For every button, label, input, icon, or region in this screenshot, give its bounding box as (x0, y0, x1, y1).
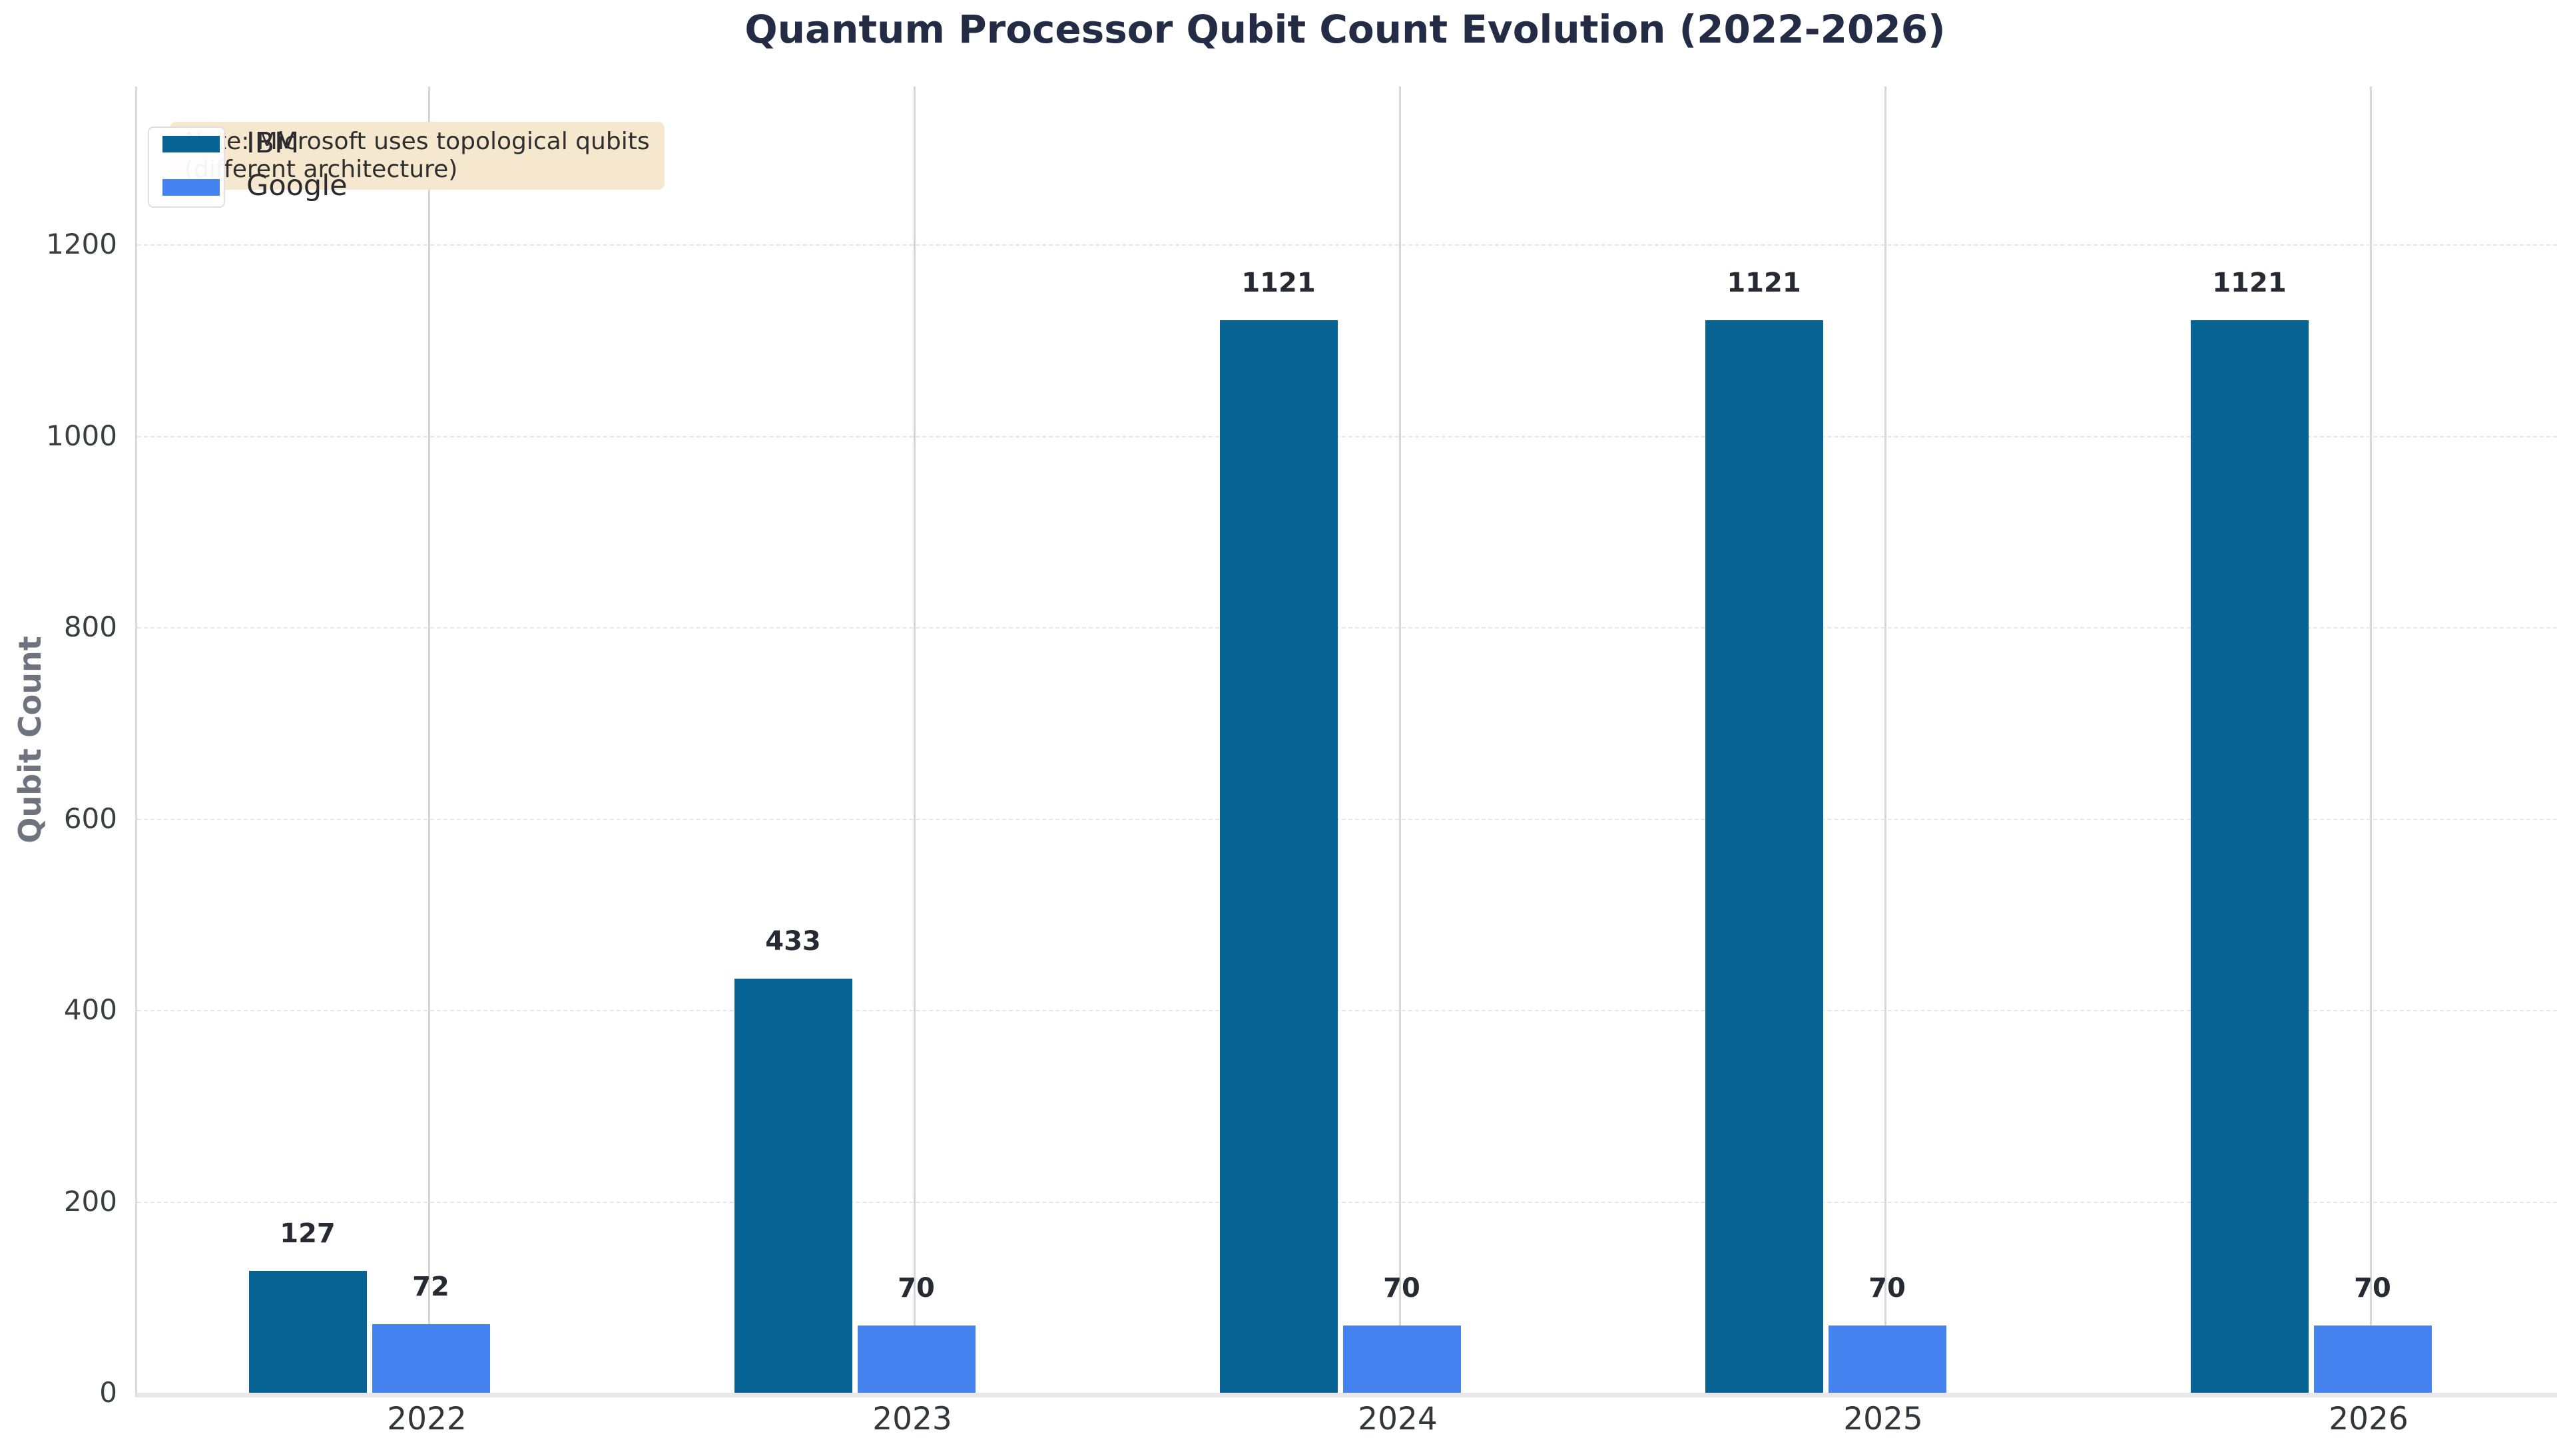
bar-value-google-2022: 72 (412, 1271, 449, 1302)
plot-area: 127 433 1121 1121 1121 72 70 70 70 70 (135, 87, 2557, 1397)
annotation-note: Note: Microsoft uses topological qubits … (170, 122, 665, 190)
bar-value-ibm-2023: 433 (765, 925, 821, 957)
y-tick-1200: 1200 (46, 228, 117, 261)
legend-swatch-ibm (162, 136, 220, 152)
bar-value-ibm-2026: 1121 (2212, 267, 2287, 298)
v-gridline-2024 (1399, 87, 1401, 1393)
bar-value-google-2024: 70 (1383, 1273, 1420, 1304)
bar-value-ibm-2022: 127 (280, 1218, 336, 1250)
bar-google-2026 (2314, 1326, 2432, 1393)
bar-ibm-2023 (734, 978, 852, 1393)
h-gridline-400 (137, 1010, 2557, 1012)
h-gridline-200 (137, 1201, 2557, 1203)
bar-ibm-2026 (2191, 320, 2309, 1393)
h-gridline-1200 (137, 244, 2557, 246)
v-gridline-2022 (428, 87, 430, 1393)
v-gridline-2023 (914, 87, 916, 1393)
y-tick-600: 600 (63, 802, 117, 835)
annotation-line-1: Note: Microsoft uses topological qubits (184, 128, 650, 155)
bar-value-ibm-2025: 1121 (1727, 267, 1801, 298)
annotation-line-2: (different architecture) (184, 156, 458, 183)
legend-label-google: Google (246, 169, 348, 202)
bar-ibm-2024 (1220, 320, 1338, 1393)
v-gridline-2026 (2370, 87, 2372, 1393)
legend: IBM Google (148, 126, 348, 208)
bar-ibm-2025 (1705, 320, 1823, 1393)
bar-google-2022 (372, 1324, 490, 1393)
bar-google-2024 (1343, 1326, 1461, 1393)
y-tick-1000: 1000 (46, 419, 117, 452)
bar-value-google-2025: 70 (1868, 1273, 1906, 1304)
bar-value-google-2026: 70 (2354, 1273, 2391, 1304)
chart-title: Quantum Processor Qubit Count Evolution … (744, 7, 1946, 52)
x-tick-2023: 2023 (872, 1401, 952, 1437)
bar-ibm-2022 (249, 1271, 367, 1393)
h-gridline-1000 (137, 435, 2557, 437)
x-tick-2026: 2026 (2329, 1401, 2409, 1437)
y-tick-800: 800 (63, 610, 117, 644)
y-tick-400: 400 (63, 993, 117, 1027)
h-gridline-600 (137, 818, 2557, 820)
h-gridline-800 (137, 627, 2557, 629)
bar-value-ibm-2024: 1121 (1241, 267, 1316, 298)
y-tick-0: 0 (99, 1376, 117, 1409)
x-tick-2025: 2025 (1843, 1401, 1923, 1437)
v-gridline-2025 (1884, 87, 1886, 1393)
bar-google-2025 (1829, 1326, 1946, 1393)
bar-value-google-2023: 70 (898, 1273, 935, 1304)
x-tick-2024: 2024 (1358, 1401, 1438, 1437)
bar-google-2023 (858, 1326, 976, 1393)
legend-label-ibm: IBM (246, 126, 300, 160)
legend-swatch-google (162, 179, 220, 196)
x-tick-2022: 2022 (387, 1401, 467, 1437)
y-tick-200: 200 (63, 1184, 117, 1218)
